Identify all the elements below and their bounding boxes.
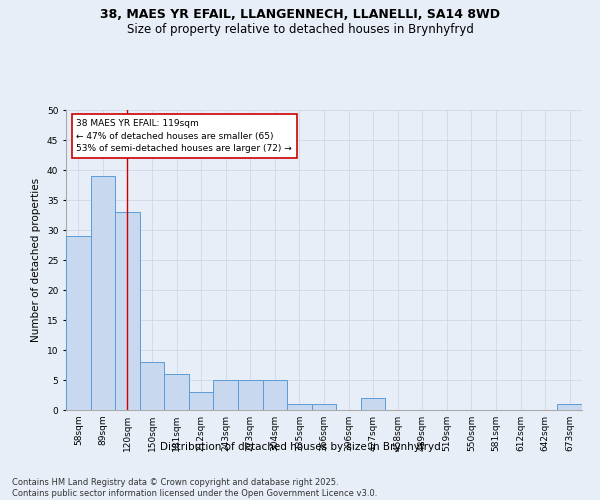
Bar — [115, 212, 140, 410]
Text: Distribution of detached houses by size in Brynhyfryd: Distribution of detached houses by size … — [160, 442, 440, 452]
Text: Size of property relative to detached houses in Brynhyfryd: Size of property relative to detached ho… — [127, 22, 473, 36]
Text: 38 MAES YR EFAIL: 119sqm
← 47% of detached houses are smaller (65)
53% of semi-d: 38 MAES YR EFAIL: 119sqm ← 47% of detach… — [76, 119, 292, 153]
Bar — [238, 380, 263, 410]
Y-axis label: Number of detached properties: Number of detached properties — [31, 178, 41, 342]
Bar — [263, 380, 287, 410]
Bar — [91, 176, 115, 410]
Bar — [66, 236, 91, 410]
Bar — [164, 374, 189, 410]
Bar — [214, 380, 238, 410]
Bar — [287, 404, 312, 410]
Text: Contains HM Land Registry data © Crown copyright and database right 2025.
Contai: Contains HM Land Registry data © Crown c… — [12, 478, 377, 498]
Bar — [140, 362, 164, 410]
Bar — [557, 404, 582, 410]
Bar — [361, 398, 385, 410]
Bar — [312, 404, 336, 410]
Text: 38, MAES YR EFAIL, LLANGENNECH, LLANELLI, SA14 8WD: 38, MAES YR EFAIL, LLANGENNECH, LLANELLI… — [100, 8, 500, 20]
Bar — [189, 392, 214, 410]
